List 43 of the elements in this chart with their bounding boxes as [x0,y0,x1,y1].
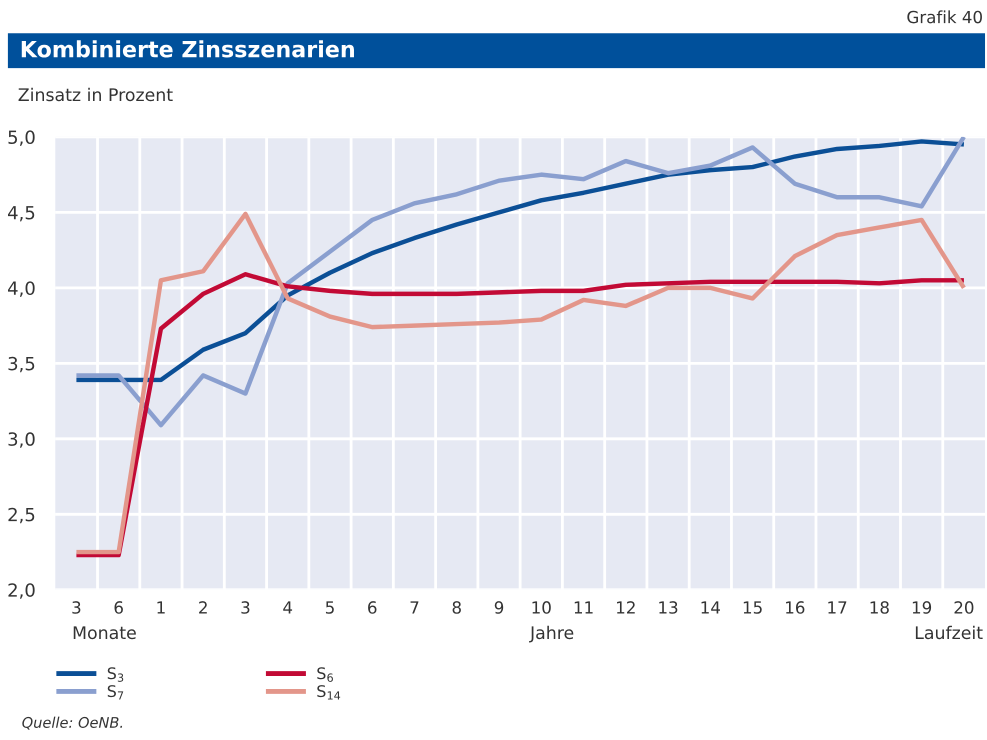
x-tick-label: 6 [114,601,123,614]
source-note: Quelle: OeNB. [22,716,122,730]
x-tick-label: 1 [157,601,165,614]
x-tick-label: 14 [702,601,720,614]
x-tick-label: 3 [241,601,250,614]
x-tick-label: 18 [870,601,889,614]
text: Monate [74,626,136,640]
x-tick-label: 4 [283,601,292,614]
text: Grafik 40 [907,10,982,24]
x-tick-label: 13 [659,601,678,614]
x-tick-label: 6 [368,601,376,614]
line-series [74,136,966,428]
x-tick-label: 10 [532,601,551,614]
x-tick-label: 17 [828,601,846,614]
x-axis-title: Laufzeit [916,626,983,640]
y-tick-label: 4,5 [8,206,34,222]
x-tick-label: 19 [912,601,932,614]
x-tick-label: 20 [954,601,974,614]
x-tick-label: 15 [744,601,762,614]
x-tick-label: 2 [199,601,207,614]
legend-label: S$_{14}$ [317,685,340,700]
x-tick-label: 8 [452,601,461,614]
line-series [74,212,966,554]
y-tick-label: 2,0 [8,583,35,599]
y-axis-title: Zinsatz in Prozent [18,88,173,102]
x-tick-label: 12 [617,601,635,614]
legend-label: S$_{3}$ [108,667,124,682]
x-tick-label: 11 [574,601,593,614]
y-tick-label: 5,0 [8,130,35,146]
legend-label: S$_{7}$ [108,685,124,700]
y-tick-label: 4,0 [8,281,35,297]
y-tick-label: 2,5 [8,508,34,524]
y-tick-label: 3,0 [8,432,35,448]
text: Jahre [529,626,574,642]
x-tick-label: 7 [410,601,418,614]
legend-label: S$_{6}$ [317,667,333,682]
chart-title: Kombinierte Zinsszenarien [22,40,354,58]
y-tick-label: 3,5 [8,356,34,372]
x-tick-label: 3 [72,601,80,614]
x-tick-label: 9 [494,601,504,614]
x-tick-label: 5 [326,601,334,614]
line-series [74,139,966,382]
x-tick-label: 16 [786,601,804,614]
